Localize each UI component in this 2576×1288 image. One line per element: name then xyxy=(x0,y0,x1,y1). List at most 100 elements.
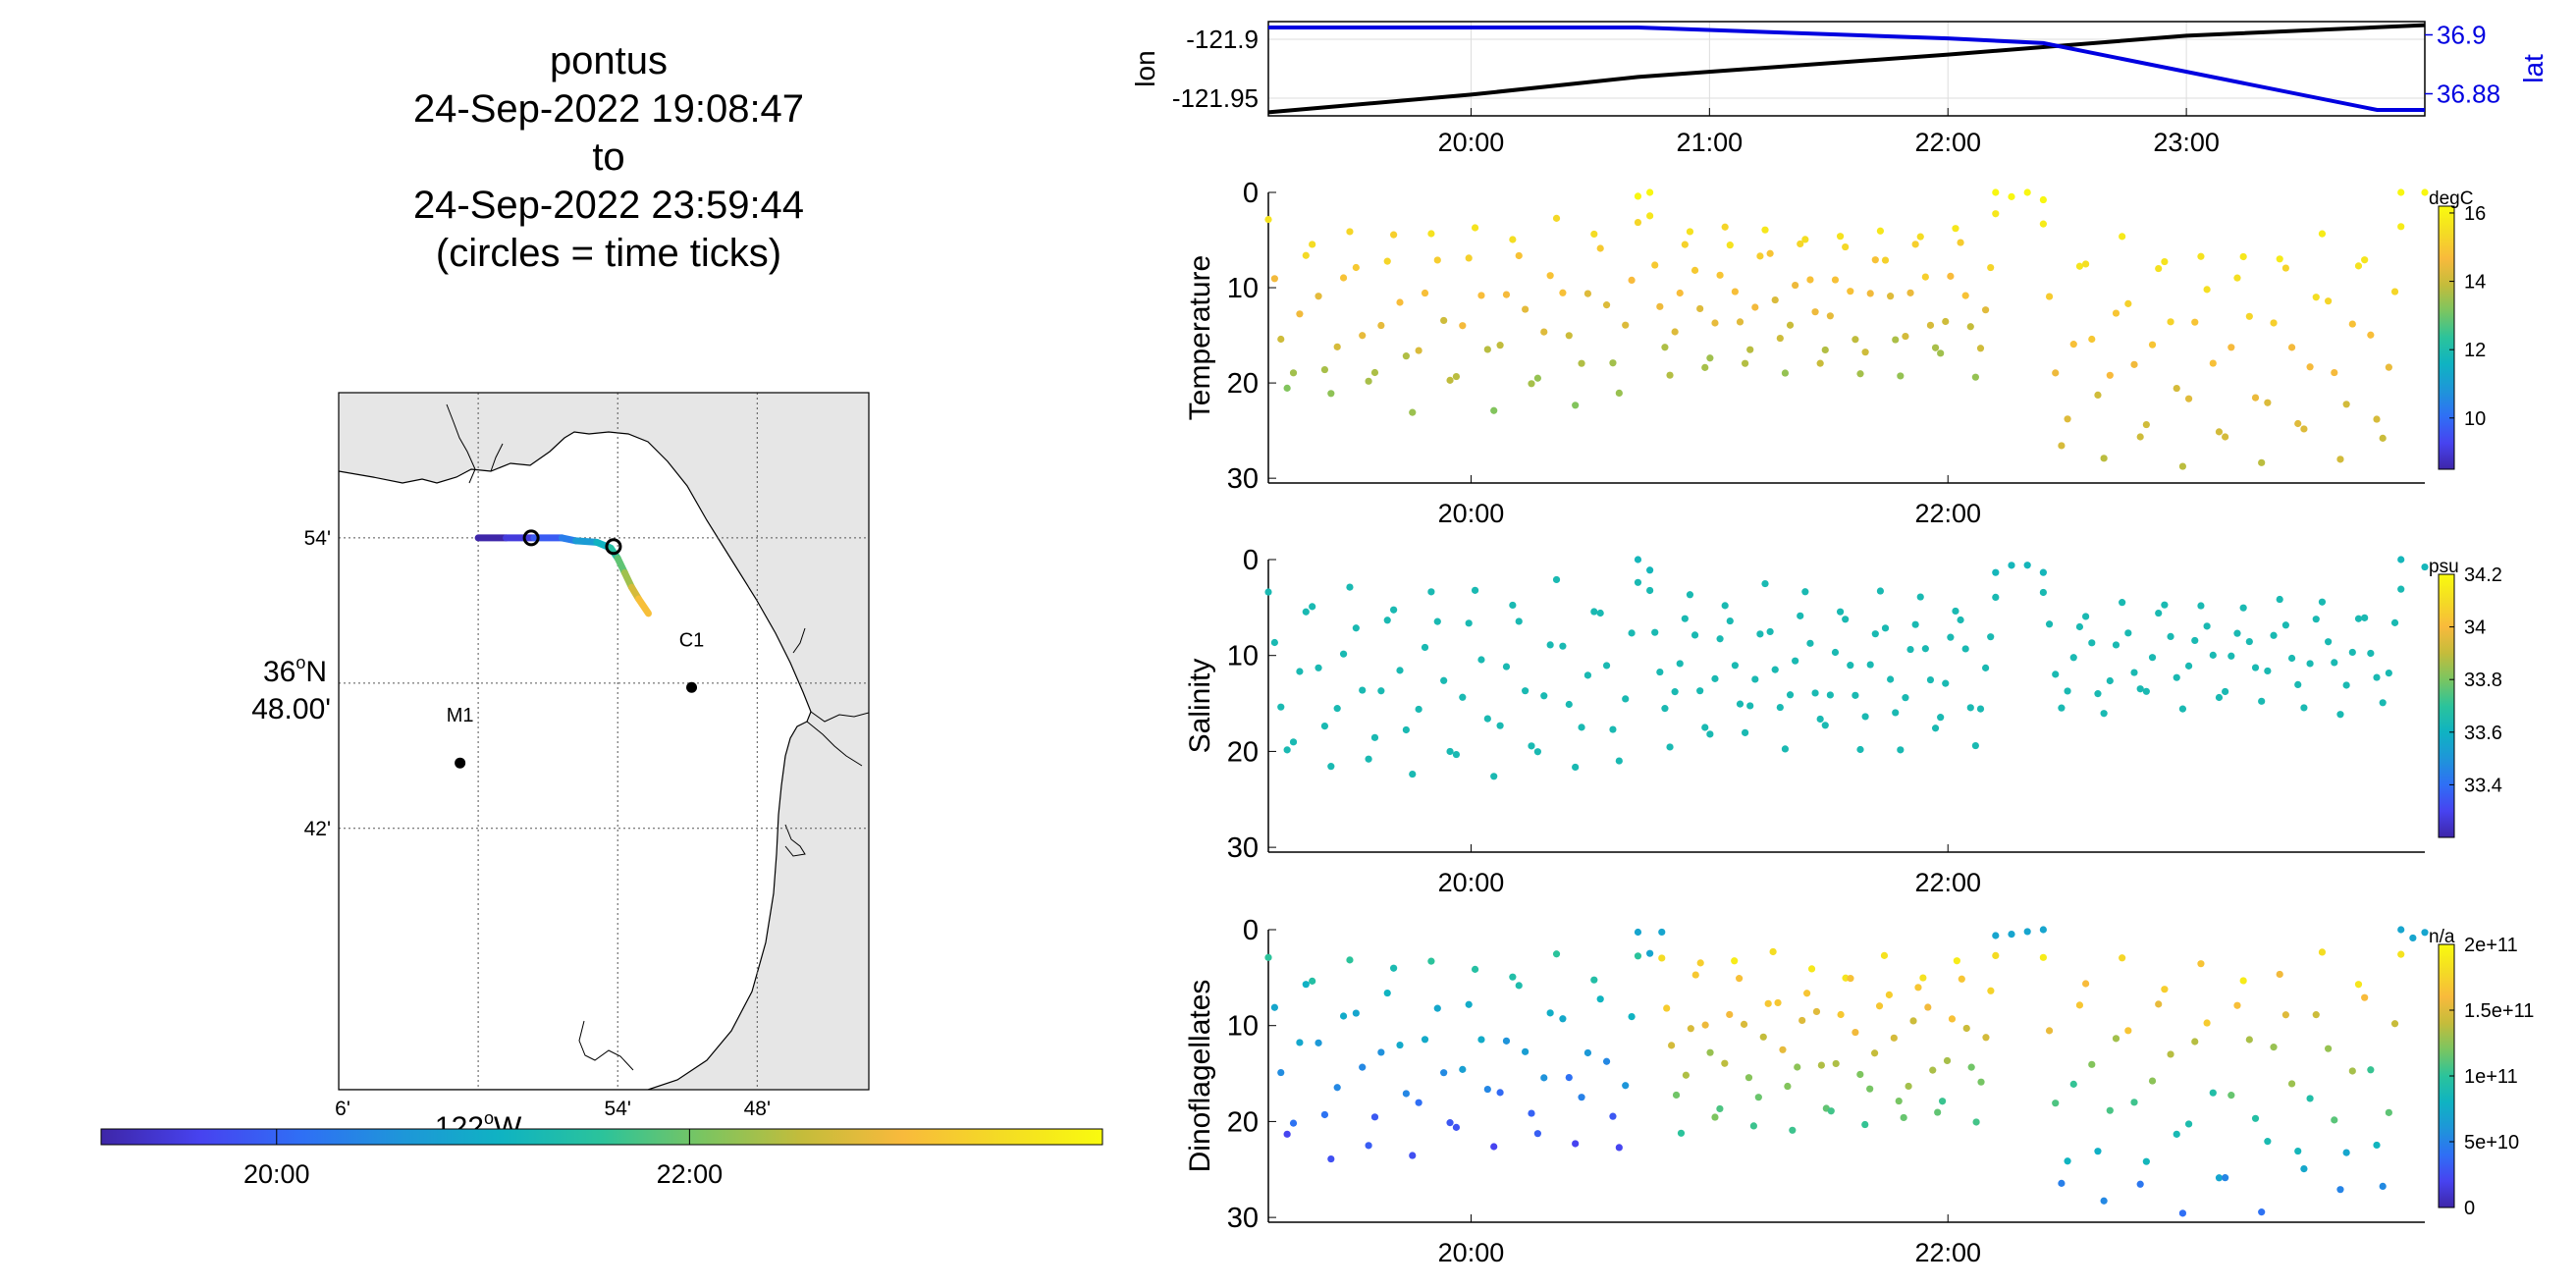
data-point xyxy=(1352,624,1360,632)
data-point xyxy=(2361,993,2369,1001)
data-point xyxy=(1365,1142,1372,1150)
data-point xyxy=(1359,1063,1367,1071)
data-point xyxy=(1546,1009,1554,1017)
data-point xyxy=(1302,251,1310,259)
data-point xyxy=(1856,370,1864,378)
data-point xyxy=(1682,1071,1690,1079)
colorbar-tick-label: 5e+10 xyxy=(2464,1132,2519,1154)
data-point xyxy=(2203,622,2211,630)
data-point xyxy=(1302,981,1310,989)
data-point xyxy=(1892,336,1900,344)
data-point xyxy=(1798,1016,1806,1025)
data-point xyxy=(2119,954,2126,962)
data-point xyxy=(1947,633,1955,641)
y-tick-label: 0 xyxy=(1243,545,1259,576)
data-point xyxy=(1596,244,1604,252)
data-point xyxy=(1671,688,1679,696)
data-point xyxy=(2023,928,2031,936)
data-point xyxy=(1992,188,2000,196)
data-point xyxy=(2331,368,2338,377)
data-point xyxy=(1289,1119,1298,1127)
data-point xyxy=(1746,346,1754,353)
data-point xyxy=(1686,228,1694,236)
data-point xyxy=(2258,697,2266,705)
data-point xyxy=(1296,1039,1304,1046)
data-point xyxy=(2300,704,2308,712)
data-point xyxy=(2167,1050,2174,1058)
data-point xyxy=(1533,374,1541,382)
data-point xyxy=(1992,568,2000,576)
data-point xyxy=(1706,1048,1714,1056)
data-point xyxy=(2112,641,2120,649)
data-point xyxy=(2064,415,2071,423)
data-point xyxy=(2203,1019,2211,1027)
data-point xyxy=(1792,281,1799,290)
map-y-axis-label: 36oN xyxy=(263,653,327,688)
data-point xyxy=(1496,342,1504,349)
data-point xyxy=(1502,1037,1511,1045)
data-point xyxy=(1377,687,1385,695)
data-point xyxy=(2045,1027,2054,1035)
data-point xyxy=(1816,715,1824,724)
data-point xyxy=(1651,261,1659,269)
data-point xyxy=(1740,1020,1748,1028)
data-point xyxy=(1992,210,2000,218)
data-point xyxy=(1976,705,1985,713)
data-point xyxy=(1339,274,1348,282)
data-point xyxy=(2239,604,2247,612)
lat-axis-label: lat xyxy=(2518,54,2549,83)
data-point xyxy=(1572,763,1580,772)
data-point xyxy=(1696,304,1704,313)
data-point xyxy=(2294,419,2302,428)
data-point xyxy=(2191,1038,2199,1046)
data-point xyxy=(1982,1034,1990,1042)
station-label: C1 xyxy=(679,629,705,651)
data-point xyxy=(1622,695,1630,703)
data-point xyxy=(2112,1035,2120,1043)
data-point xyxy=(2082,980,2090,988)
data-point xyxy=(1916,593,1924,601)
data-point xyxy=(1277,1068,1285,1077)
data-point xyxy=(2124,1027,2132,1035)
title-line-platform: pontus xyxy=(549,39,669,82)
data-point xyxy=(1887,675,1895,683)
data-point xyxy=(1440,676,1448,684)
data-point xyxy=(1483,346,1491,353)
data-point xyxy=(1871,630,1879,638)
data-point xyxy=(1565,700,1573,709)
data-point xyxy=(1509,601,1517,610)
data-point xyxy=(2245,637,2253,646)
map-grid xyxy=(339,393,869,1090)
data-point xyxy=(2155,609,2163,617)
data-point xyxy=(1339,1012,1348,1020)
data-point xyxy=(2331,659,2338,667)
data-point xyxy=(1749,1122,1757,1130)
data-point xyxy=(1320,365,1329,374)
data-point xyxy=(2354,981,2363,989)
data-point xyxy=(1339,650,1348,658)
data-point xyxy=(1847,662,1854,670)
y-tick-label: 0 xyxy=(1243,178,1259,209)
data-point xyxy=(2039,953,2047,961)
lon-axis-label: lon xyxy=(1130,50,1160,86)
data-point xyxy=(1861,1120,1869,1129)
lon-tick-label: -121.95 xyxy=(1172,83,1259,113)
data-point xyxy=(2342,1149,2350,1156)
track-segment xyxy=(572,537,601,546)
lat-series-line xyxy=(1268,26,2425,112)
data-point xyxy=(1726,1010,1734,1019)
data-point xyxy=(1801,588,1809,596)
data-point xyxy=(2197,960,2205,968)
data-point xyxy=(1892,709,1900,717)
data-point xyxy=(2264,1138,2272,1146)
data-point xyxy=(2100,1197,2108,1205)
data-point xyxy=(1320,1110,1329,1119)
data-point xyxy=(2119,599,2126,607)
data-point xyxy=(2390,618,2399,626)
data-point xyxy=(2270,631,2278,639)
data-point xyxy=(1459,1065,1467,1073)
data-point xyxy=(1502,663,1511,671)
colorbar-tick-label: 14 xyxy=(2464,272,2486,294)
data-point xyxy=(1731,662,1739,670)
data-point xyxy=(1937,714,1945,722)
